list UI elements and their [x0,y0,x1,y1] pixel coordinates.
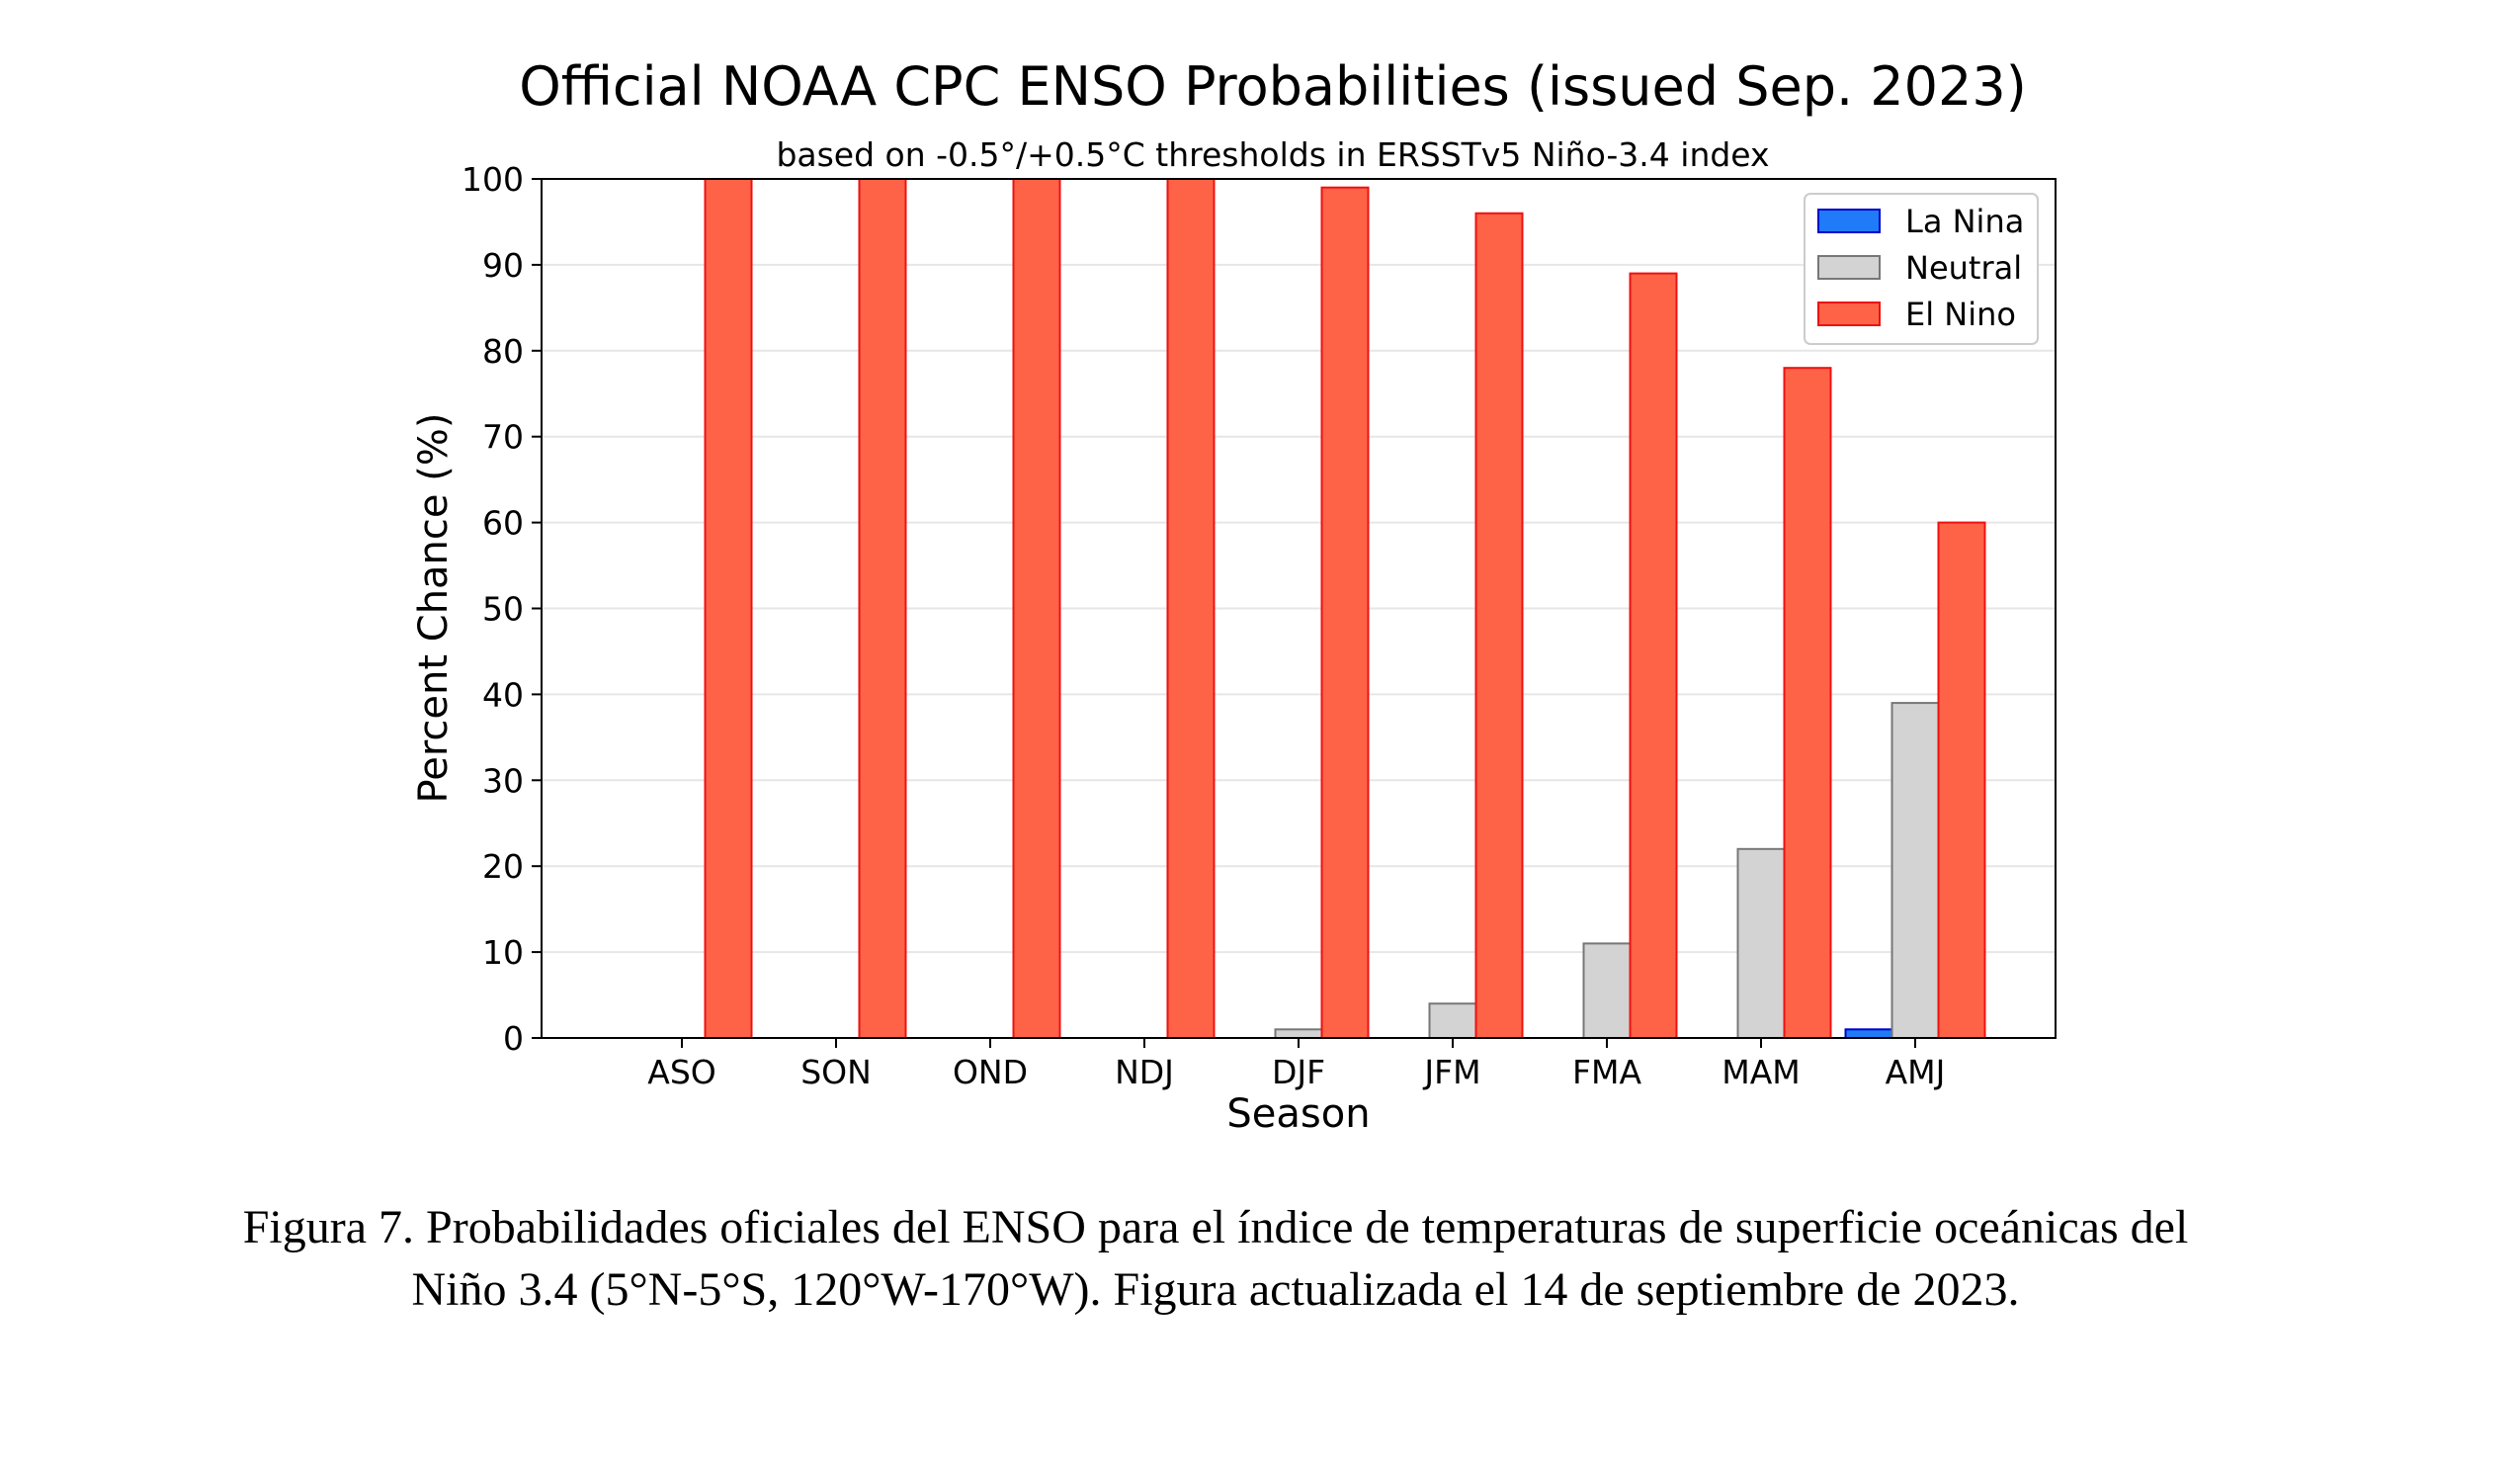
x-tick-label: OND [953,1053,1028,1091]
y-axis-label: Percent Chance (%) [411,413,457,804]
x-tick-label: MAM [1722,1053,1801,1091]
bar-el-nino-ndj [1166,178,1216,1039]
caption-line-2: Niño 3.4 (5°N-5°S, 120°W-170°W). Figura … [411,1263,2020,1316]
legend-label: Neutral [1905,249,2022,287]
bar-el-nino-ond [1012,178,1061,1039]
x-axis-ticks: ASO SON OND NDJ DJF JFM FMA MAM AMJ [647,1038,1945,1091]
legend: La Nina Neutral El Nino [1804,193,2039,345]
y-tick-label: 40 [482,675,524,714]
figure-caption: Figura 7. Probabilidades oficiales del E… [138,1196,2293,1321]
bar-el-nino-jfm [1474,212,1524,1039]
legend-label: El Nino [1905,296,2016,333]
y-tick-label: 100 [462,160,524,199]
y-tick-label: 50 [482,590,524,629]
y-tick-label: 20 [482,847,524,886]
y-tick-label: 0 [503,1019,524,1058]
bar-el-nino-fma [1629,272,1678,1039]
bar-neutral-amj [1890,702,1940,1040]
y-tick-label: 30 [482,761,524,800]
legend-swatch [1817,255,1881,280]
bar-el-nino-mam [1783,367,1832,1039]
x-tick-label: JFM [1422,1053,1480,1091]
y-tick-label: 10 [482,933,524,972]
bar-neutral-mam [1736,847,1786,1039]
y-axis-ticks: 0 10 20 30 40 50 60 70 80 90 100 [462,160,542,1058]
bar-neutral-djf [1274,1028,1323,1040]
caption-line-1: Figura 7. Probabilidades oficiales del E… [242,1201,2189,1253]
y-tick-label: 60 [482,504,524,543]
x-tick-label: ASO [647,1053,716,1091]
bars [704,178,1986,1040]
x-tick-label: SON [800,1053,872,1091]
bar-el-nino-djf [1320,186,1370,1039]
y-tick-label: 80 [482,332,524,371]
x-tick-label: FMA [1572,1053,1641,1091]
x-tick-label: NDJ [1115,1053,1174,1091]
y-tick-label: 70 [482,418,524,457]
chart-title: Official NOAA CPC ENSO Probabilities (is… [519,55,2027,118]
legend-swatch [1817,209,1881,233]
x-axis-label: Season [1226,1091,1370,1137]
x-tick-label: AMJ [1886,1053,1946,1091]
bar-el-nino-amj [1937,521,1986,1039]
bar-la-nina-amj [1844,1028,1893,1040]
bar-el-nino-son [858,178,907,1039]
bar-neutral-jfm [1428,1002,1477,1039]
y-tick-label: 90 [482,246,524,285]
legend-swatch [1817,302,1881,326]
bar-el-nino-aso [704,178,753,1039]
bar-neutral-fma [1582,942,1632,1039]
legend-label: La Nina [1905,203,2024,240]
chart-subtitle: based on -0.5°/+0.5°C thresholds in ERSS… [776,135,1769,174]
x-tick-label: DJF [1272,1053,1325,1091]
